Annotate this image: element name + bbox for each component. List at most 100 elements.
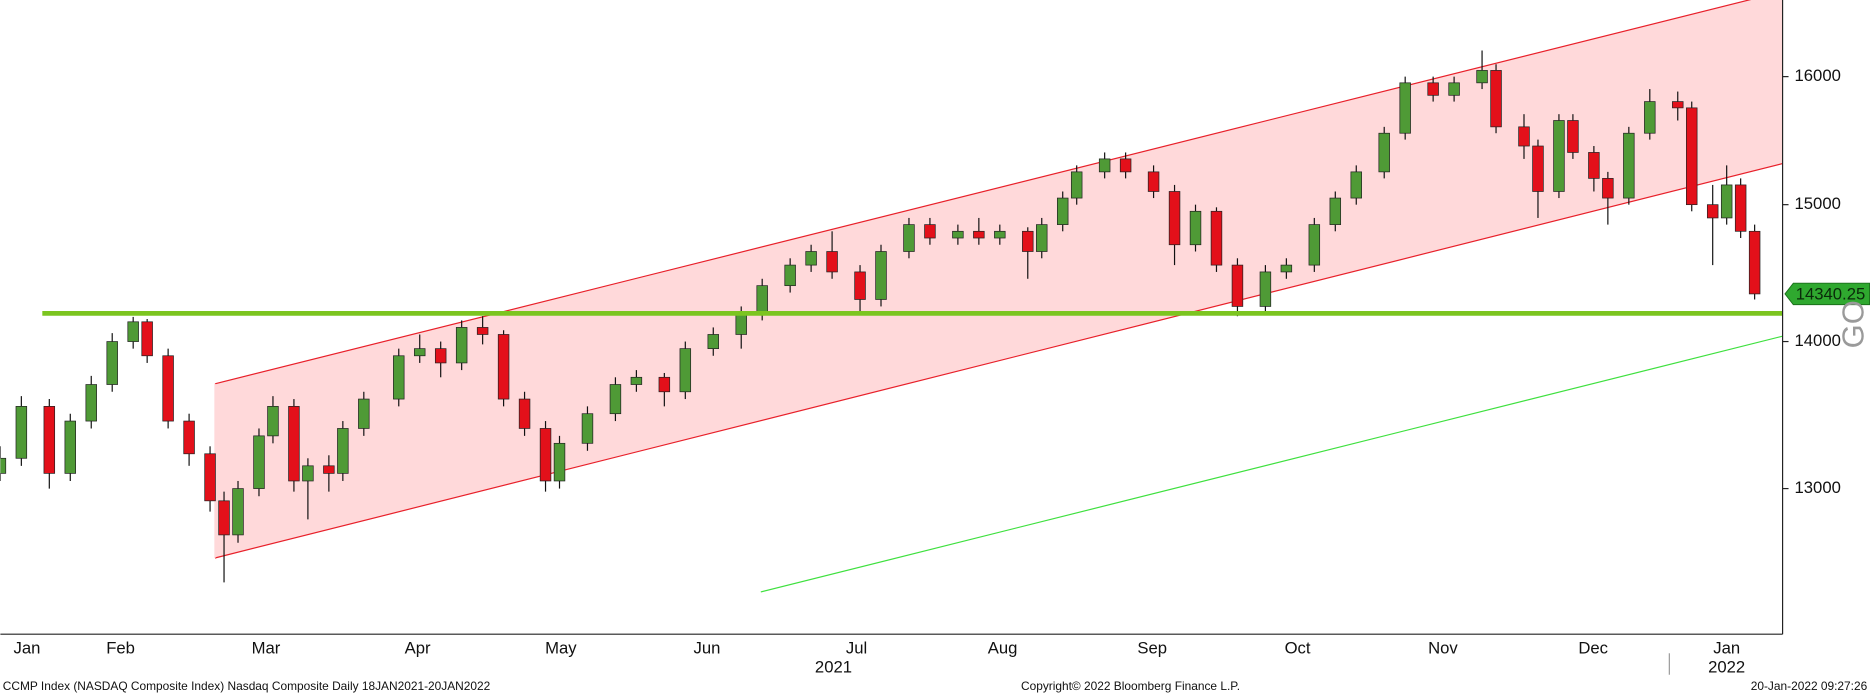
x-year-label: 2022 (1708, 657, 1745, 676)
candle-body (253, 435, 265, 489)
candle-body (1189, 210, 1202, 246)
candle-body (497, 334, 510, 400)
candle-body (875, 251, 887, 300)
candle-body (1588, 152, 1600, 179)
y-tick-label: 13000 (1795, 478, 1841, 497)
x-tick-label: Jan (13, 638, 40, 657)
candle-body (85, 384, 97, 422)
x-tick-label: Nov (1428, 638, 1458, 657)
candle-body (1518, 126, 1530, 147)
candle-body (1056, 197, 1069, 225)
candle-body (1119, 158, 1132, 173)
candle-body (1399, 82, 1411, 134)
candle-body (434, 348, 447, 364)
candle-body (1623, 132, 1635, 199)
x-tick-label: Jun (694, 638, 721, 657)
candle-body (0, 457, 7, 474)
x-tick-label: Jan (1713, 638, 1740, 657)
footer-left: CCMP Index (NASDAQ Composite Index) Nasd… (3, 679, 491, 693)
candle-body (826, 251, 838, 273)
candle-body (455, 327, 468, 364)
candle-body (1280, 264, 1293, 273)
candle-body (218, 500, 230, 536)
candle-body (1378, 132, 1390, 173)
candle-body (581, 413, 594, 444)
y-tick-label: 16000 (1795, 66, 1841, 85)
x-tick-label: Apr (405, 638, 431, 657)
candle-body (1147, 171, 1160, 192)
x-tick-label: Mar (252, 638, 281, 657)
axes: 13000 14000 15000 16000 Jan Feb Mar Apr May Jun Ju… (0, 0, 1870, 676)
candle-body (1098, 158, 1111, 173)
x-tick-label: Dec (1578, 638, 1608, 657)
candle-body (43, 406, 56, 474)
candle-body (1748, 230, 1761, 295)
candle-body (924, 224, 936, 239)
candle-body (1644, 101, 1656, 134)
candle-body (952, 230, 964, 239)
x-tick-label: Feb (106, 638, 135, 657)
candle-body (973, 230, 985, 239)
candle-body (106, 341, 118, 385)
candle-body (1706, 204, 1719, 219)
candle-body (1720, 184, 1733, 219)
candle-body (1070, 171, 1083, 199)
candle-body (1259, 271, 1272, 307)
candle-body (337, 428, 349, 474)
x-tick-label: Aug (988, 638, 1018, 657)
trend-line (760, 335, 1783, 593)
channel-lower (214, 162, 1783, 559)
candle-body (1022, 230, 1034, 252)
channel-fill (214, 0, 1783, 558)
candle-body (1602, 178, 1614, 199)
plot-area (0, 0, 1783, 593)
x-tick-label: Sep (1137, 638, 1167, 657)
candle-body (127, 321, 139, 342)
candle-body (15, 406, 28, 459)
footer-center: Copyright© 2022 Bloomberg Finance L.P. (1021, 679, 1240, 693)
side-label: GO (1835, 300, 1870, 348)
candle-body (1427, 82, 1439, 96)
candle-body (854, 271, 866, 300)
candle-body (414, 348, 426, 357)
candle-body (141, 321, 153, 357)
candle-body (658, 376, 671, 393)
candle-body (64, 420, 76, 474)
candle-body (476, 327, 489, 335)
candle-body (735, 313, 747, 335)
candle-body (518, 398, 531, 429)
candle-body (1567, 120, 1579, 153)
y-tick-label: 14000 (1795, 331, 1841, 350)
candle-body (302, 465, 314, 482)
y-tick-label: 15000 (1795, 194, 1841, 213)
candle-body (679, 348, 692, 393)
candle-body (1734, 184, 1747, 232)
candle-body (162, 355, 174, 422)
candle-body (805, 251, 817, 266)
candle-body (232, 488, 244, 536)
candle-body (553, 442, 566, 482)
candle-body (204, 453, 216, 502)
last-price-label: 14340.25 (1796, 285, 1866, 304)
candle-body (323, 465, 335, 474)
candle-body (1553, 120, 1565, 192)
candle-body (1350, 171, 1362, 199)
candle-body (1231, 264, 1244, 307)
candle-body (609, 384, 622, 415)
candle-body (784, 264, 796, 287)
candle-body (707, 334, 719, 350)
x-tick-label: Jul (846, 638, 867, 657)
candle-body (393, 355, 405, 400)
candle-body (1448, 82, 1460, 96)
candle-body (267, 406, 279, 437)
x-tick-label: Oct (1285, 638, 1311, 657)
x-year-label: 2021 (815, 657, 852, 676)
footer-right: 20-Jan-2022 09:27:26 (1751, 679, 1868, 693)
candle-body (756, 285, 768, 314)
candle-body (630, 376, 643, 385)
candle-body (1476, 70, 1488, 84)
candle-body (1036, 224, 1048, 252)
candle-body (1329, 197, 1342, 225)
